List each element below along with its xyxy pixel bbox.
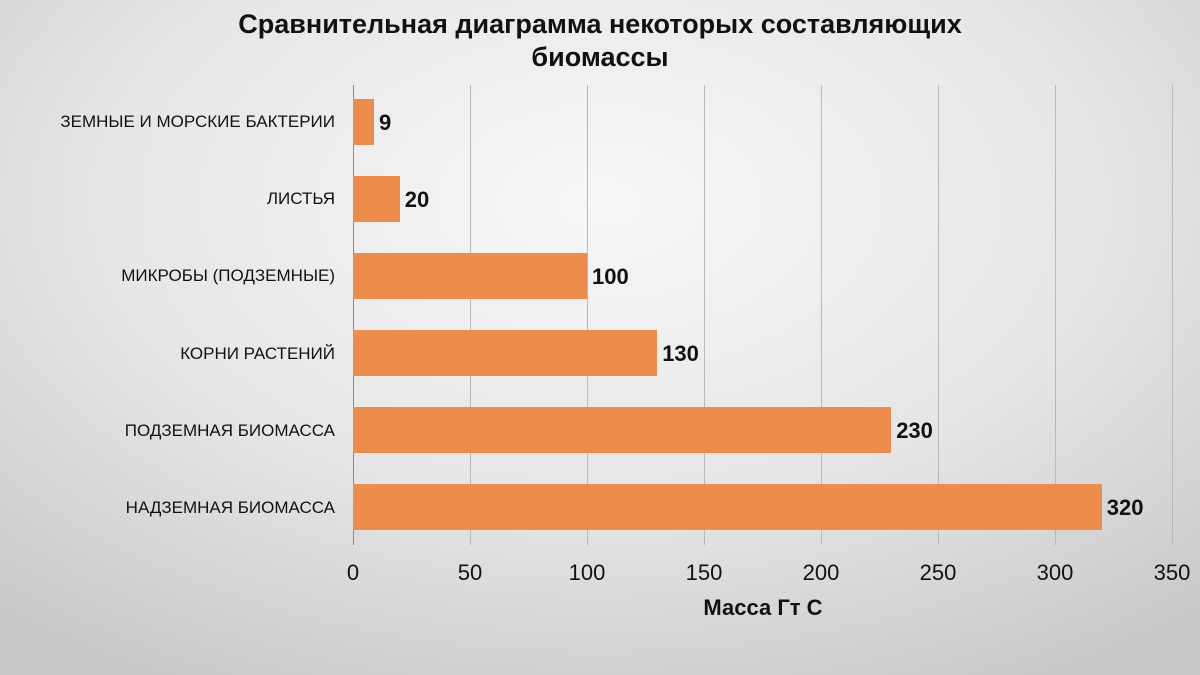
y-axis-line (353, 85, 354, 545)
category-label: ЛИСТЬЯ (266, 189, 335, 208)
gridline-200 (821, 85, 822, 545)
bar (353, 176, 400, 222)
x-axis-ticks: 0 50 100 150 200 250 300 350 (347, 560, 1190, 590)
plot-area (353, 85, 1173, 545)
x-tick: 200 (802, 560, 840, 585)
data-label: 100 (592, 264, 629, 289)
x-tick: 350 (1153, 560, 1191, 585)
x-tick: 100 (568, 560, 606, 585)
x-tick: 250 (919, 560, 957, 585)
category-label: ПОДЗЕМНАЯ БИОМАССА (124, 421, 335, 440)
gridline-50 (470, 85, 471, 545)
bar (353, 253, 587, 299)
data-label: 230 (896, 418, 933, 443)
category-label: ЗЕМНЫЕ И МОРСКИЕ БАКТЕРИИ (60, 112, 335, 131)
gridline-150 (704, 85, 705, 545)
x-tick: 50 (457, 560, 483, 585)
bar (353, 407, 892, 453)
x-tick: 150 (685, 560, 723, 585)
bar (353, 99, 375, 145)
gridline-100 (587, 85, 588, 545)
x-tick: 300 (1036, 560, 1074, 585)
x-tick: 0 (346, 560, 360, 585)
category-label: НАДЗЕМНАЯ БИОМАССА (125, 498, 335, 517)
gridline-350 (1172, 85, 1173, 545)
category-label: КОРНИ РАСТЕНИЙ (180, 344, 335, 363)
bar (353, 330, 658, 376)
chart-title: Сравнительная диаграмма некоторых состав… (0, 8, 1200, 74)
data-label: 130 (662, 341, 699, 366)
chart-title-line-2: биомассы (531, 42, 669, 72)
gridline-300 (1055, 85, 1056, 545)
data-label: 20 (404, 187, 430, 212)
category-label: МИКРОБЫ (ПОДЗЕМНЫЕ) (121, 266, 335, 285)
bar (353, 484, 1102, 530)
x-axis-label: Масса Гт С (703, 595, 823, 620)
data-label: 320 (1106, 495, 1144, 520)
chart-title-line-1: Сравнительная диаграмма некоторых состав… (238, 9, 962, 39)
data-label: 9 (379, 110, 392, 135)
gridline-250 (938, 85, 939, 545)
